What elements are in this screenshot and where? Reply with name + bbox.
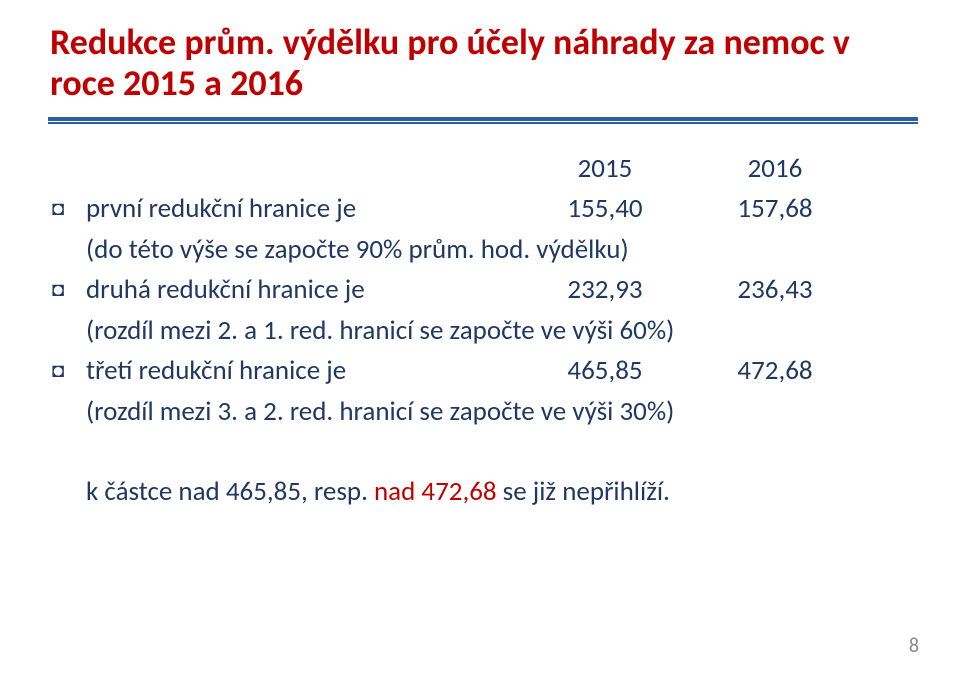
row3-note: (rozdíl mezi 3. a 2. red. hranicí se zap… <box>50 392 909 433</box>
row2-value-2016: 236,43 <box>690 270 860 311</box>
footer-line: k částce nad 465,85, resp. nad 472,68 se… <box>50 472 909 513</box>
bullet-icon: ◘ <box>50 351 86 391</box>
footer-suffix: se již nepřihlíží. <box>497 475 670 508</box>
bullet-icon: ◘ <box>50 270 86 310</box>
reduction-row-2: ◘ druhá redukční hranice je 232,93 236,4… <box>50 270 909 311</box>
row1-note: (do této výše se započte 90% prům. hod. … <box>50 230 909 271</box>
reduction-row-1: ◘ první redukční hranice je 155,40 157,6… <box>50 189 909 230</box>
slide-title: Redukce prům. výdělku pro účely náhrady … <box>50 22 909 105</box>
year-header-row: 2015 2016 <box>50 149 909 190</box>
body: 2015 2016 ◘ první redukční hranice je 15… <box>50 149 909 513</box>
year-header-blank <box>50 149 520 190</box>
reduction-row-3: ◘ třetí redukční hranice je 465,85 472,6… <box>50 351 909 392</box>
footer-accent: nad 472,68 <box>374 475 497 508</box>
footer-prefix: k částce nad 465,85, resp. <box>86 475 374 508</box>
row1-label: první redukční hranice je <box>86 189 520 230</box>
page-number: 8 <box>909 634 919 658</box>
row2-value-2015: 232,93 <box>520 270 690 311</box>
row2-label: druhá redukční hranice je <box>86 270 520 311</box>
year-col-2016: 2016 <box>690 149 860 190</box>
row1-value-2016: 157,68 <box>690 189 860 230</box>
row3-value-2015: 465,85 <box>520 351 690 392</box>
slide: Redukce prům. výdělku pro účely náhrady … <box>0 0 959 686</box>
row3-value-2016: 472,68 <box>690 351 860 392</box>
row1-value-2015: 155,40 <box>520 189 690 230</box>
year-col-2015: 2015 <box>520 149 690 190</box>
bullet-icon: ◘ <box>50 189 86 229</box>
row3-label: třetí redukční hranice je <box>86 351 520 392</box>
row2-note: (rozdíl mezi 2. a 1. red. hranicí se zap… <box>50 311 909 352</box>
title-divider <box>48 117 918 125</box>
